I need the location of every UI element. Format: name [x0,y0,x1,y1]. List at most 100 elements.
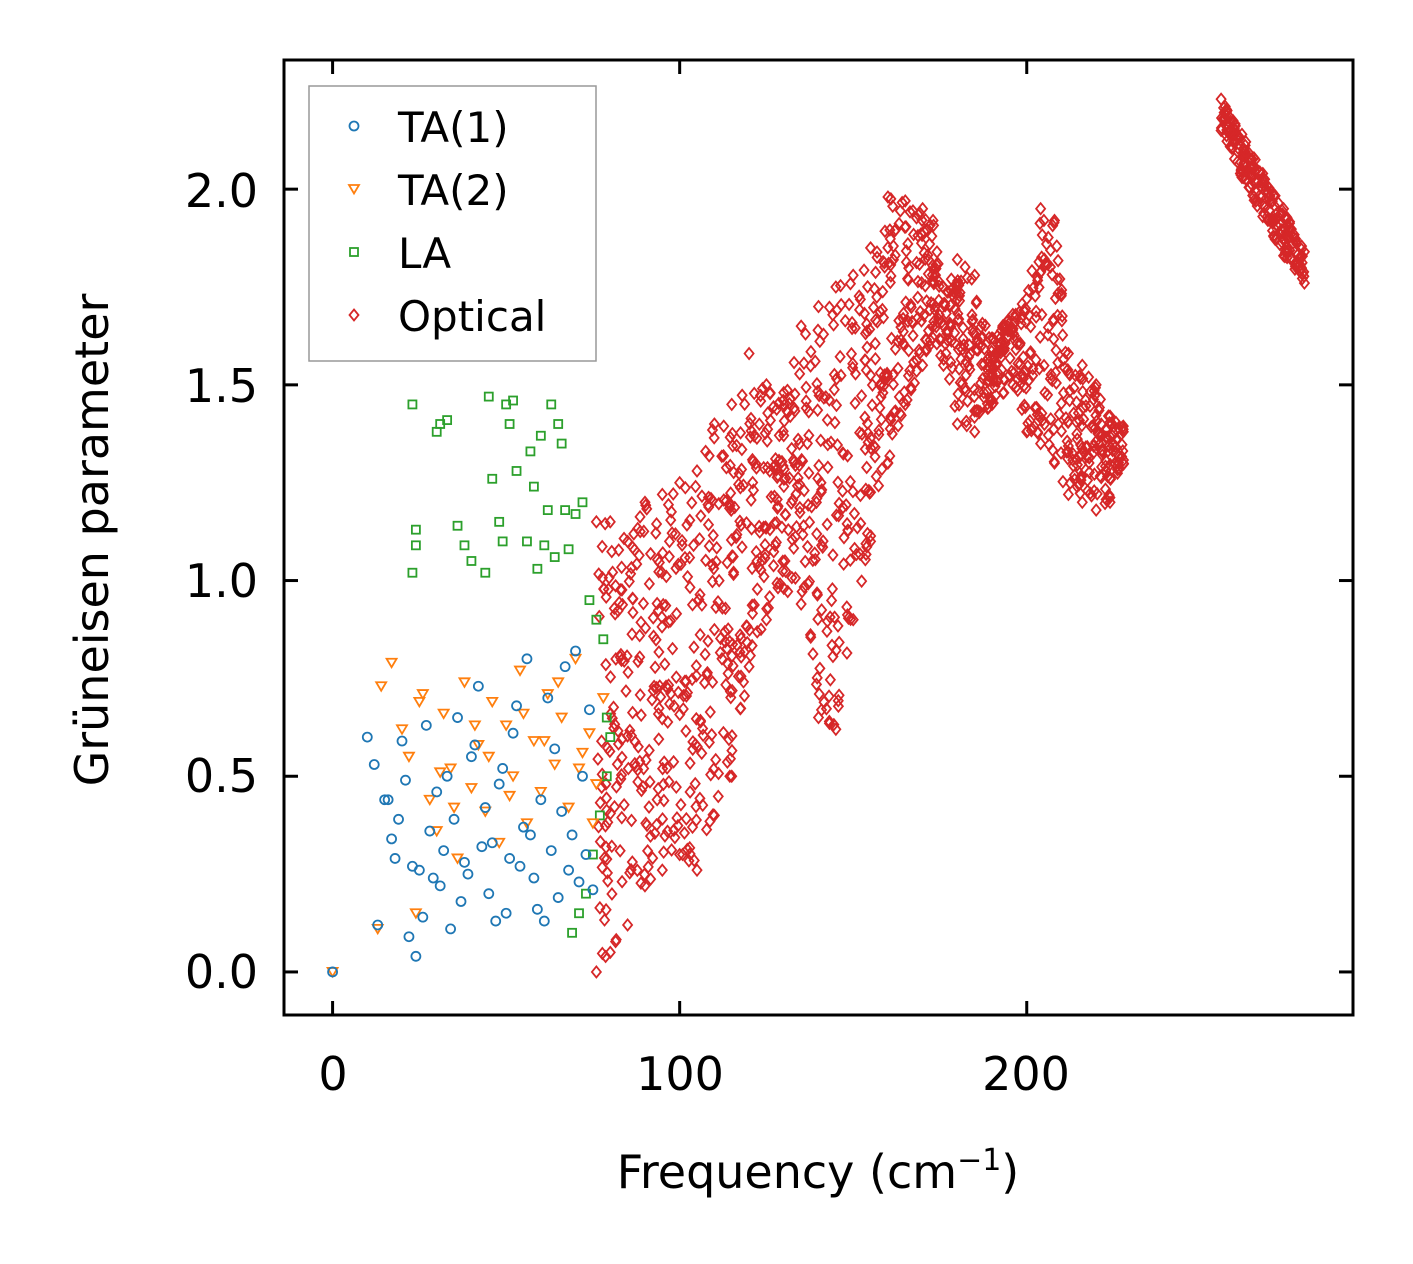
optical-point [703,539,715,554]
optical-point [1261,209,1273,224]
optical-point [639,495,651,510]
optical-point [1045,412,1057,426]
optical-point [735,669,747,684]
optical-point [712,594,724,609]
optical-point [743,659,755,674]
optical-point [900,219,912,234]
optical-point [760,377,773,392]
optical-point [988,349,1000,364]
optical-point [893,216,905,231]
optical-point [623,574,635,589]
la-point [556,438,567,449]
optical-point [599,818,612,833]
optical-point [1062,346,1075,361]
ta2-point [503,790,517,803]
optical-point [731,527,743,542]
optical-point [610,652,622,666]
optical-point [717,725,730,740]
optical-point [1290,234,1302,249]
optical-point [1038,417,1051,432]
ta1-point [452,712,463,723]
optical-point [724,769,736,784]
optical-point [953,276,965,291]
optical-point [815,485,827,499]
optical-point [650,817,663,832]
optical-point [978,385,990,400]
optical-point [641,843,654,858]
optical-point [812,710,825,725]
optical-point [867,438,880,453]
optical-point [706,675,719,690]
optical-point [670,606,683,621]
optical-point [847,268,859,283]
optical-point [844,276,857,291]
optical-point [1090,441,1103,456]
optical-point [927,330,939,345]
optical-point [869,336,881,351]
optical-point [644,872,657,887]
optical-point [701,665,714,680]
optical-point [832,699,845,714]
ta1-point [563,864,575,876]
ta1-point [521,653,533,665]
optical-point [822,437,834,452]
optical-point [788,401,800,415]
optical-point [954,340,966,354]
optical-point [598,913,611,927]
optical-point [708,762,720,777]
optical-point [1030,310,1042,324]
optical-point [727,549,739,564]
optical-point [1239,138,1251,153]
optical-point [877,385,889,400]
optical-point [688,640,700,655]
ta2-point [513,665,527,677]
optical-point [689,776,701,791]
optical-point [770,535,783,550]
optical-point [634,628,646,643]
optical-point [952,306,964,321]
optical-point [1117,419,1129,434]
optical-point [1295,260,1307,275]
optical-point [1096,448,1109,463]
optical-point [970,296,982,310]
y-tick-label-0.0: 0.0 [185,945,258,999]
ta1-point [538,915,550,927]
optical-point [691,739,703,754]
optical-point [644,774,656,789]
optical-point [744,416,756,431]
optical-point [604,945,616,960]
optical-point [792,470,804,485]
la-point [504,419,515,429]
optical-point [815,433,827,448]
legend-label-optical: Optical [398,292,546,341]
optical-point [735,701,747,716]
optical-point [684,785,696,799]
optical-point [912,290,924,305]
optical-point [672,818,684,833]
ta2-point [457,677,472,689]
optical-point [669,830,681,845]
ta1-point [379,794,391,806]
optical-point [864,240,877,255]
optical-point [834,349,846,364]
optical-point [1026,368,1039,383]
optical-point [1067,446,1079,461]
optical-point [916,213,928,228]
ta1-point [396,735,408,747]
optical-point [795,319,807,334]
optical-point [691,863,703,878]
y-tick-label-0.5: 0.5 [185,749,258,803]
optical-point [651,792,663,807]
ta1-point [566,829,578,841]
optical-point [596,539,608,554]
optical-point [1064,367,1076,382]
optical-point [1071,479,1083,494]
optical-point [1215,111,1228,125]
optical-point [920,343,932,358]
optical-point [635,783,648,798]
optical-point [706,557,719,572]
ta1-point [577,770,588,782]
la-point [508,395,518,406]
optical-point [812,323,824,338]
optical-point [869,351,882,366]
